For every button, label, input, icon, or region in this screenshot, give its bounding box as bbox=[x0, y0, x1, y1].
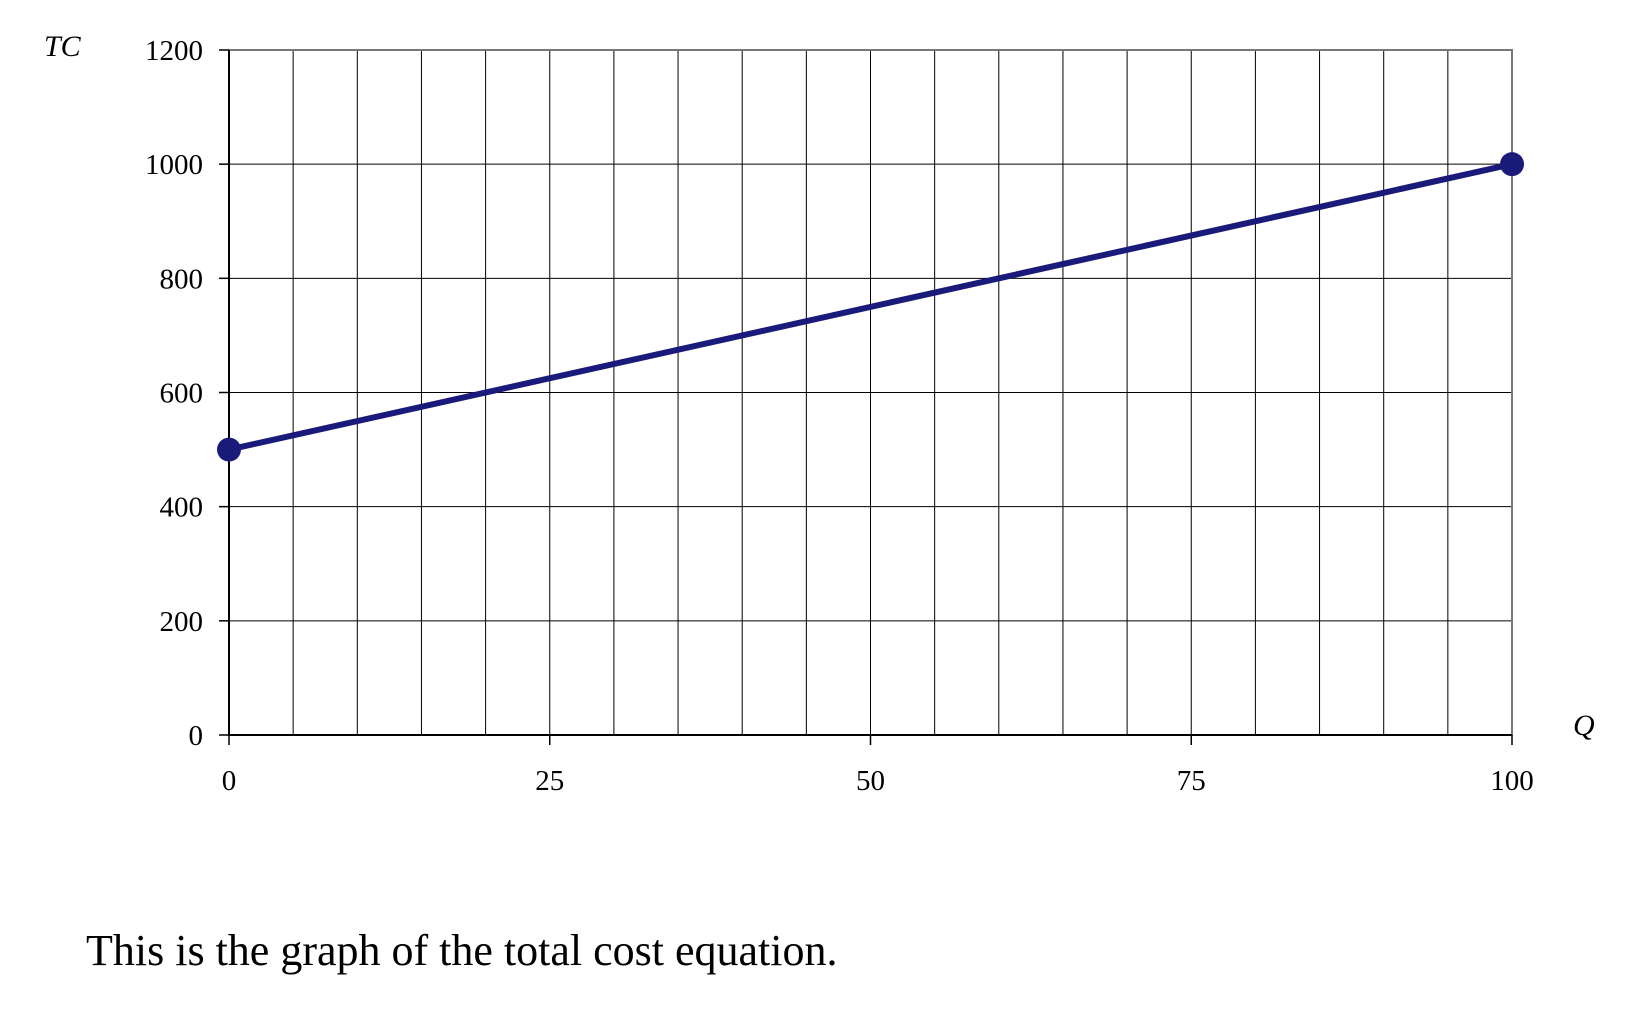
x-tick-label: 75 bbox=[1177, 765, 1206, 797]
chart-axes bbox=[219, 49, 1513, 745]
y-tick-label: 200 bbox=[160, 606, 204, 638]
x-axis-label: Q bbox=[1573, 709, 1595, 742]
y-tick-label: 400 bbox=[160, 492, 204, 524]
x-tick-label: 25 bbox=[535, 765, 564, 797]
total-cost-line bbox=[226, 161, 1515, 453]
data-point bbox=[217, 437, 241, 462]
x-tick-label: 50 bbox=[856, 765, 885, 797]
y-tick-label: 0 bbox=[189, 720, 204, 752]
data-series bbox=[217, 152, 1524, 462]
data-point bbox=[1500, 152, 1524, 177]
y-tick-label: 1000 bbox=[145, 149, 203, 181]
x-tick-label: 100 bbox=[1490, 765, 1534, 797]
chart-caption: This is the graph of the total cost equa… bbox=[86, 926, 838, 975]
chart-grid bbox=[228, 49, 1513, 736]
tick-labels: 0 200 400 600 800 1000 1200 0 25 50 75 100 bbox=[145, 35, 1534, 797]
y-axis-label: TC bbox=[44, 30, 82, 63]
y-tick-label: 1200 bbox=[145, 35, 203, 67]
x-tick-label: 0 bbox=[222, 765, 237, 797]
y-tick-label: 600 bbox=[160, 378, 204, 410]
y-tick-label: 800 bbox=[160, 263, 204, 295]
